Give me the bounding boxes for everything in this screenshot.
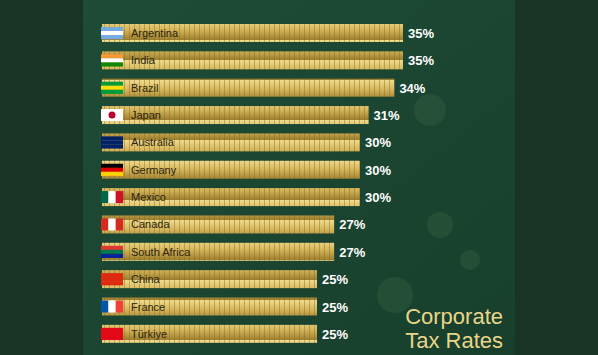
flag: [101, 218, 123, 230]
bar: [102, 161, 360, 179]
chart-root: Argentina 35% India 35% Brazil 34% Japan 31% Aus…: [0, 0, 598, 355]
flag: [101, 136, 123, 148]
data-label: 31%: [374, 108, 400, 123]
bar: [102, 243, 334, 261]
bar: [102, 51, 403, 69]
data-label: 35%: [408, 26, 434, 41]
flag: [101, 191, 123, 203]
category-label: Japan: [131, 109, 161, 121]
flag: [101, 301, 123, 313]
data-label: 25%: [322, 272, 348, 287]
flag: [101, 82, 123, 94]
data-label: 25%: [322, 327, 348, 342]
background: [0, 0, 598, 355]
flag: [101, 27, 123, 39]
flag: [101, 273, 123, 285]
data-label: 30%: [365, 190, 391, 205]
bars: [102, 24, 403, 343]
data-label: 27%: [339, 245, 365, 260]
bar: [102, 79, 394, 97]
chart-svg: Argentina 35% India 35% Brazil 34% Japan 31% Aus…: [0, 0, 598, 355]
bar: [102, 215, 334, 233]
bar: [102, 106, 369, 124]
category-label: Canada: [131, 218, 170, 230]
category-label: France: [131, 301, 165, 313]
title: CorporateTax Rates: [405, 304, 503, 353]
flag: [101, 328, 123, 340]
bar: [102, 188, 360, 206]
bar: [102, 24, 403, 42]
data-label: 30%: [365, 135, 391, 150]
data-label: 34%: [399, 81, 425, 96]
bar: [102, 298, 317, 316]
bar: [102, 270, 317, 288]
flag: [101, 246, 123, 258]
category-label: Argentina: [131, 27, 179, 39]
decoration: [460, 250, 480, 270]
decoration: [427, 212, 453, 238]
data-label: 27%: [339, 217, 365, 232]
flag: [101, 54, 123, 66]
category-label: Türkiye: [131, 328, 167, 340]
bar: [102, 325, 317, 343]
category-label: Germany: [131, 164, 177, 176]
data-label: 30%: [365, 163, 391, 178]
decoration: [414, 94, 446, 126]
flag: [101, 109, 123, 121]
category-label: India: [131, 54, 156, 66]
flag: [101, 164, 123, 176]
data-label: 35%: [408, 53, 434, 68]
category-label: South Africa: [131, 246, 191, 258]
category-label: Brazil: [131, 82, 159, 94]
bar: [102, 133, 360, 151]
category-label: Mexico: [131, 191, 166, 203]
panel: [83, 0, 515, 355]
data-label: 25%: [322, 300, 348, 315]
category-label: China: [131, 273, 161, 285]
category-label: Australia: [131, 136, 175, 148]
labels: Argentina 35% India 35% Brazil 34% Japan 31% Aus…: [101, 26, 434, 342]
